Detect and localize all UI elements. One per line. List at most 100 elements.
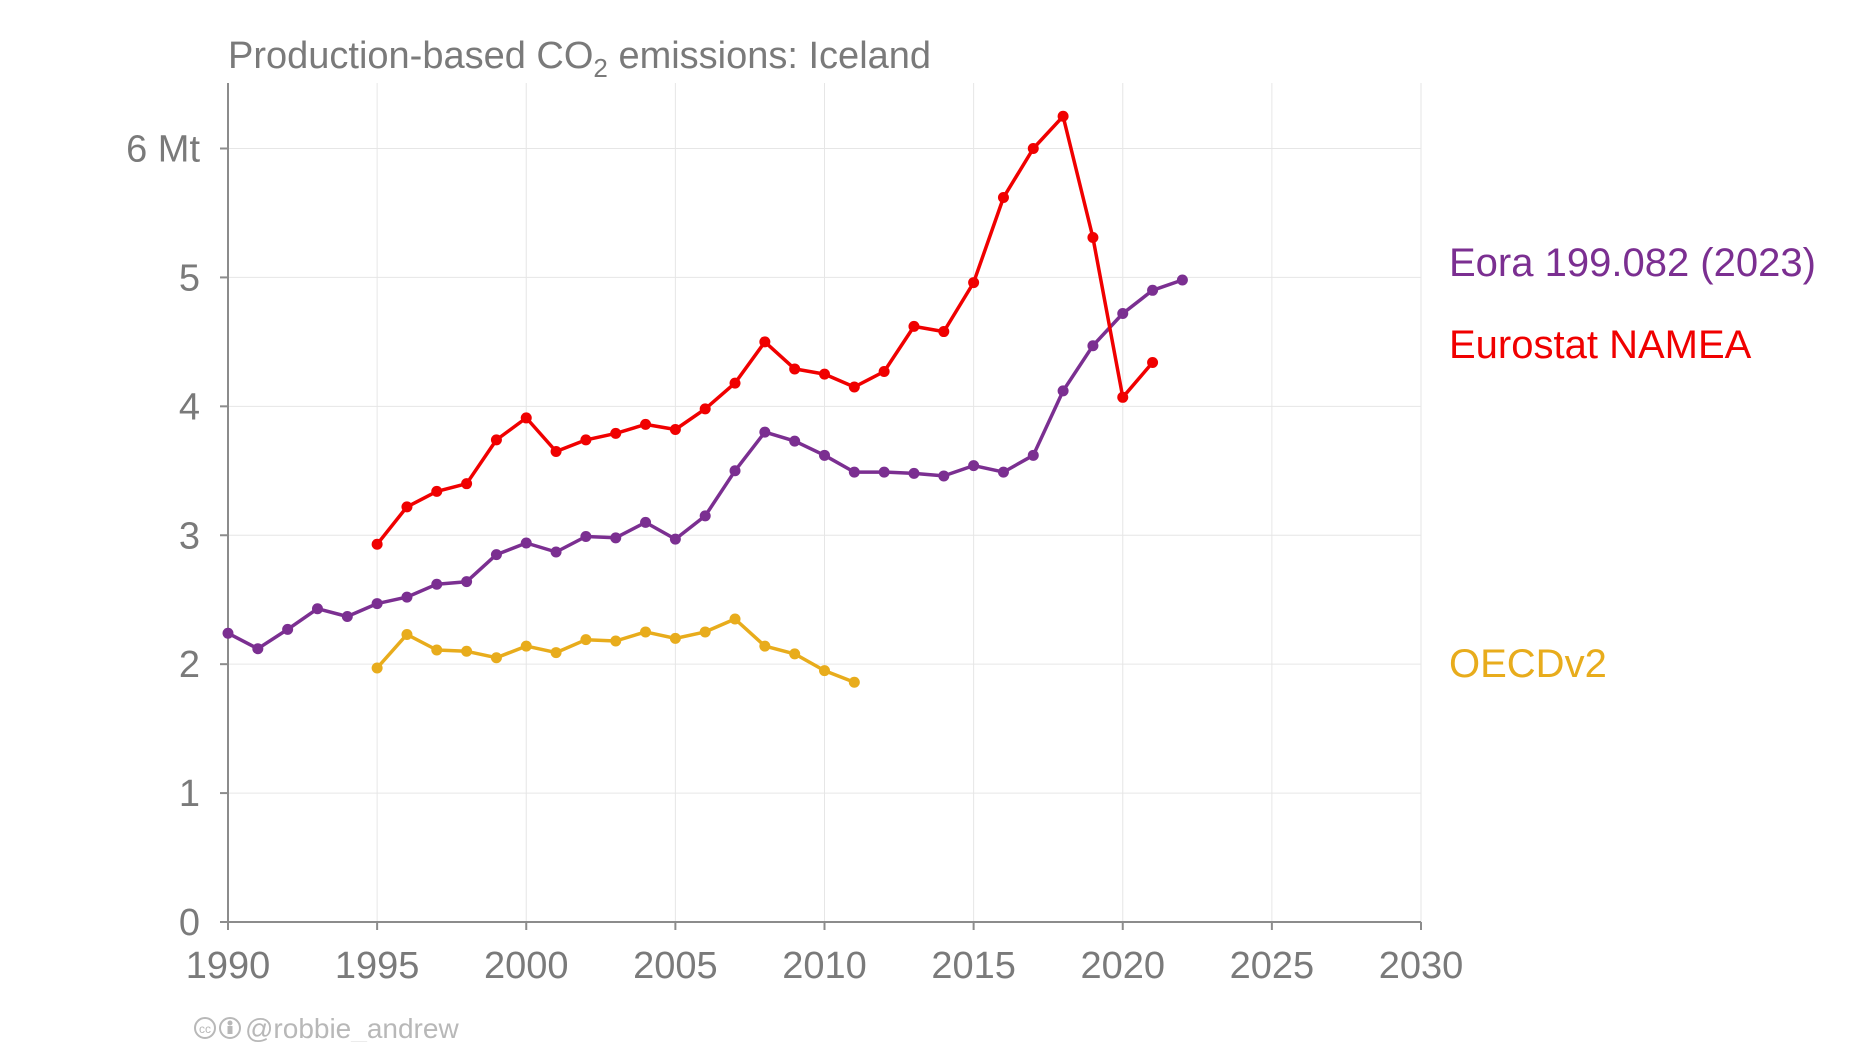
- data-point: [938, 470, 950, 482]
- data-point: [908, 467, 920, 479]
- data-point: [550, 647, 562, 659]
- y-tick-label: 1: [179, 773, 200, 815]
- data-point: [729, 613, 741, 625]
- series-0: [222, 274, 1188, 655]
- y-tick-label: 0: [179, 902, 200, 944]
- data-point: [1176, 274, 1188, 286]
- x-tick-label: 2030: [1379, 945, 1464, 987]
- data-point: [669, 533, 681, 545]
- data-point: [520, 640, 532, 652]
- data-point: [550, 445, 562, 457]
- series-layer: [222, 110, 1188, 688]
- data-point: [431, 578, 443, 590]
- x-tick-label: 2020: [1080, 945, 1165, 987]
- x-axis-ticks: 1990 1995 2000 2005 2010 2015 2020 2025 2030: [186, 922, 1464, 987]
- data-point: [222, 627, 234, 639]
- data-point: [461, 645, 473, 657]
- data-point: [610, 635, 622, 647]
- data-point: [640, 516, 652, 528]
- series-line: [227, 278, 1183, 651]
- data-point: [819, 665, 830, 677]
- data-point: [699, 403, 711, 415]
- cc-icon-glyph: cc: [199, 1022, 211, 1036]
- data-point: [729, 377, 741, 389]
- data-point: [371, 662, 383, 674]
- data-point: [997, 191, 1009, 203]
- data-point: [759, 640, 771, 652]
- data-point: [341, 610, 353, 622]
- data-point: [1117, 308, 1129, 320]
- data-point: [968, 460, 980, 472]
- data-point: [699, 510, 711, 522]
- data-point: [490, 652, 502, 664]
- legend-label: OECDv2: [1449, 642, 1607, 686]
- series-line: [375, 617, 855, 684]
- x-tick-label: 2015: [931, 945, 1016, 987]
- data-point: [938, 326, 950, 338]
- data-point: [819, 368, 830, 380]
- data-point: [819, 449, 830, 461]
- y-tick-label: 5: [179, 257, 200, 299]
- data-point: [311, 603, 323, 615]
- data-point: [848, 381, 860, 393]
- data-point: [789, 648, 801, 660]
- data-point: [610, 427, 622, 439]
- credit-handle: @robbie_andrew: [245, 1013, 459, 1042]
- data-point: [1027, 143, 1039, 154]
- data-point: [1087, 340, 1099, 352]
- legend: Eora 199.082 (2023) Eurostat NAMEA OECDv2: [1449, 241, 1816, 686]
- data-point: [1087, 231, 1099, 243]
- data-point: [729, 465, 741, 477]
- data-point: [1057, 385, 1069, 397]
- y-tick-label: 6 Mt: [126, 129, 200, 171]
- data-point: [490, 434, 502, 446]
- x-tick-label: 2005: [633, 945, 718, 987]
- data-point: [1117, 391, 1129, 403]
- chart-title-subscript: 2: [593, 53, 607, 83]
- x-tick-label: 1990: [186, 945, 271, 987]
- y-tick-label: 4: [179, 386, 200, 428]
- data-point: [580, 531, 592, 543]
- data-point: [669, 632, 681, 644]
- data-point: [520, 412, 532, 424]
- data-point: [252, 643, 264, 655]
- data-point: [550, 546, 562, 558]
- data-point: [789, 435, 801, 447]
- data-point: [968, 277, 980, 289]
- x-tick-label: 2025: [1230, 945, 1315, 987]
- x-tick-label: 1995: [335, 945, 420, 987]
- series-1: [371, 110, 1159, 550]
- data-point: [848, 676, 860, 688]
- series-2: [371, 613, 860, 688]
- y-tick-label: 3: [179, 515, 200, 557]
- chart-title: Production-based CO2 emissions: Iceland: [228, 35, 931, 83]
- data-point: [699, 626, 711, 638]
- data-point: [640, 626, 652, 638]
- data-point: [282, 623, 294, 635]
- data-point: [431, 485, 443, 497]
- attribution-icon-head: [227, 1020, 233, 1026]
- gridlines: [228, 83, 1422, 922]
- data-point: [669, 424, 681, 436]
- data-point: [759, 426, 771, 438]
- credit: cc @robbie_andrew: [194, 1013, 459, 1042]
- data-point: [610, 532, 622, 544]
- y-tick-label: 2: [179, 644, 200, 686]
- data-point: [431, 644, 443, 656]
- data-point: [461, 478, 473, 490]
- data-point: [401, 501, 413, 513]
- data-point: [878, 366, 890, 378]
- legend-label: Eora 199.082 (2023): [1449, 241, 1816, 285]
- data-point: [1147, 357, 1159, 369]
- data-point: [580, 634, 592, 646]
- series-line: [375, 114, 1154, 546]
- x-tick-label: 2010: [782, 945, 867, 987]
- data-point: [490, 549, 502, 561]
- data-point: [640, 418, 652, 430]
- attribution-icon: [219, 1017, 241, 1039]
- data-point: [371, 538, 383, 550]
- data-point: [908, 320, 920, 332]
- data-point: [461, 576, 473, 588]
- chart-title-rest: emissions: Iceland: [608, 35, 931, 77]
